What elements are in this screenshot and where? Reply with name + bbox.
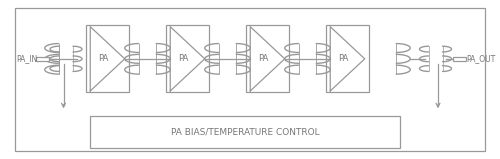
Text: PA_IN: PA_IN: [16, 54, 37, 63]
Text: PA: PA: [258, 54, 268, 63]
Bar: [166, 25, 209, 92]
Bar: [86, 25, 129, 92]
Text: PA: PA: [98, 54, 108, 63]
Text: PA BIAS/TEMPERATURE CONTROL: PA BIAS/TEMPERATURE CONTROL: [170, 128, 320, 136]
Bar: [453, 57, 466, 61]
Bar: [246, 25, 289, 92]
Text: PA_OUT: PA_OUT: [466, 54, 495, 63]
Bar: [36, 57, 48, 61]
Text: PA: PA: [338, 54, 348, 63]
Bar: [326, 25, 369, 92]
Bar: [90, 116, 400, 148]
Text: PA: PA: [178, 54, 188, 63]
